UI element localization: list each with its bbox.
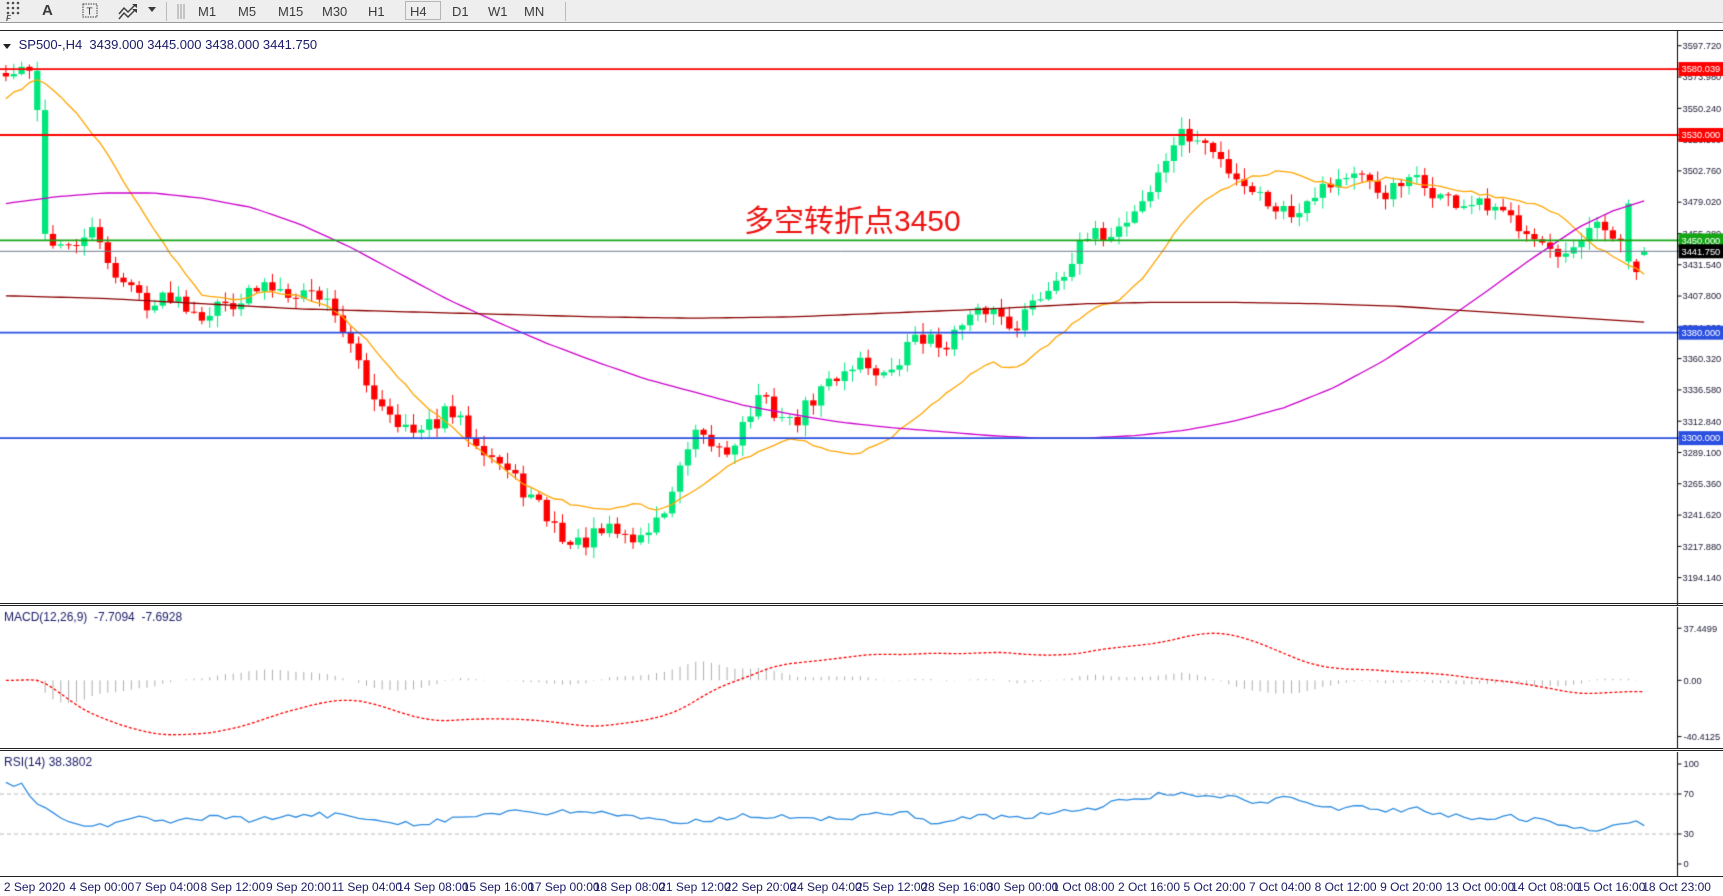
svg-text:T: T: [87, 7, 93, 18]
